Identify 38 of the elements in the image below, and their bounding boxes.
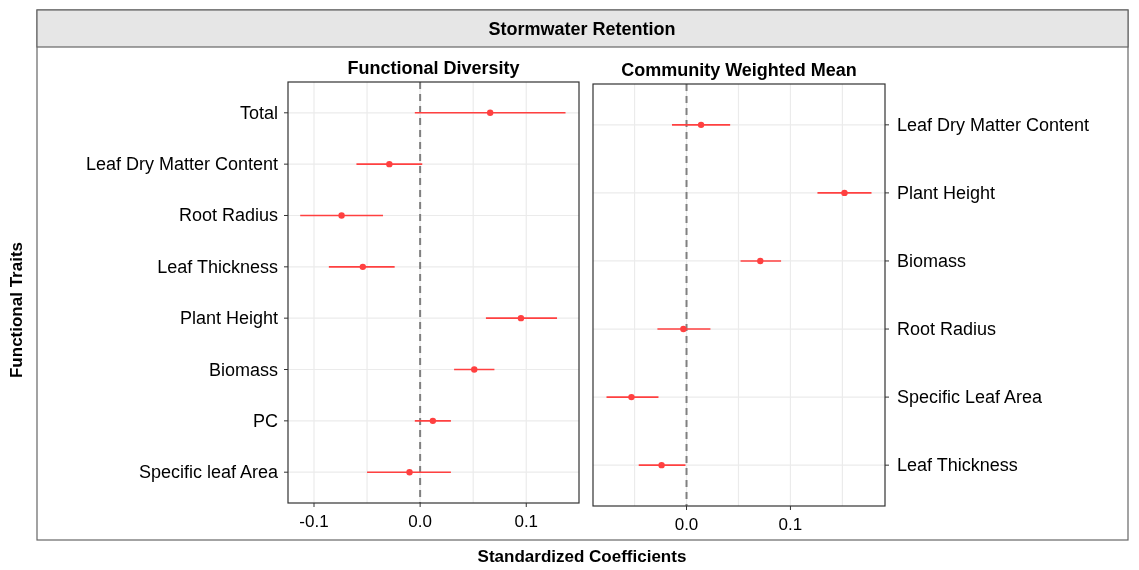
point xyxy=(486,109,494,117)
y-tick-label: Root Radius xyxy=(178,205,278,226)
y-tick-label: Plant Height xyxy=(897,182,996,203)
x-tick-label: 0.0 xyxy=(408,512,432,531)
point xyxy=(517,314,525,322)
point xyxy=(658,461,665,469)
point xyxy=(359,263,367,271)
point xyxy=(406,469,413,476)
y-tick-label: Specific Leaf Area xyxy=(897,387,1044,408)
x-axis-title: Standardized Coefficients xyxy=(477,547,687,566)
point xyxy=(697,121,705,129)
point xyxy=(680,325,687,333)
y-tick-label: Leaf Dry Matter Content xyxy=(85,154,278,175)
y-tick-label: Biomass xyxy=(208,359,278,380)
x-tick-label: -0.1 xyxy=(299,512,329,531)
y-tick-label: Leaf Dry Matter Content xyxy=(897,114,1090,135)
y-tick-label: Leaf Thickness xyxy=(157,256,278,277)
y-tick-label: Total xyxy=(239,102,278,123)
point xyxy=(628,393,635,401)
y-tick-label: Specific leaf Area xyxy=(138,462,279,483)
point xyxy=(338,212,345,219)
point xyxy=(757,257,764,265)
point xyxy=(841,189,848,197)
x-tick-label: 0.0 xyxy=(674,515,699,534)
x-tick-label: 0.1 xyxy=(514,512,539,531)
y-tick-label: Leaf Thickness xyxy=(897,455,1018,476)
y-tick-label: PC xyxy=(252,410,278,431)
point xyxy=(386,160,393,168)
chart-title: Community Weighted Mean xyxy=(621,60,857,80)
y-tick-label: Root Radius xyxy=(897,319,997,340)
x-tick-label: 0.1 xyxy=(778,515,803,534)
y-tick-label: Plant Height xyxy=(179,308,278,329)
text: Stormwater Retention xyxy=(488,19,676,39)
chart-title: Functional Diversity xyxy=(347,58,520,78)
y-axis-title: Functional Traits xyxy=(7,241,26,379)
y-tick-label: Biomass xyxy=(897,250,967,271)
point xyxy=(471,366,478,373)
point xyxy=(429,417,437,425)
